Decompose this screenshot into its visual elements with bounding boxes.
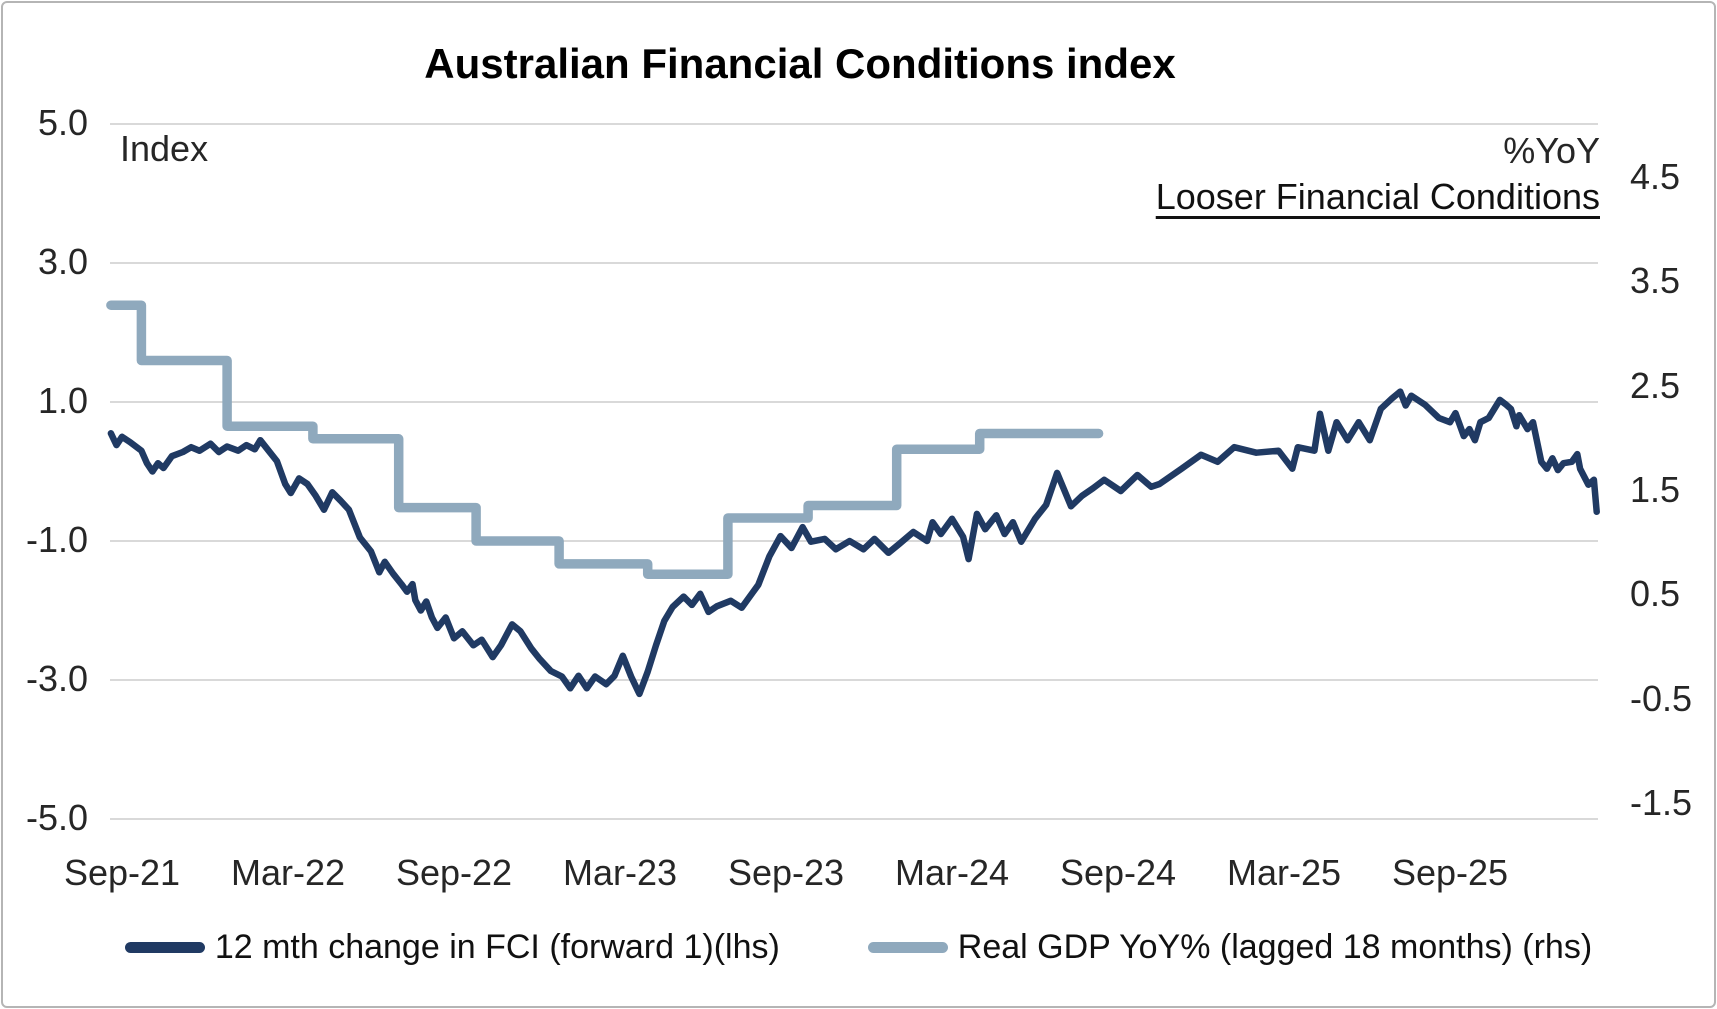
- x-axis-tick: Sep-23: [727, 852, 845, 893]
- y-axis-tick-left: -5.0: [25, 797, 88, 838]
- y-axis-tick-right: 3.5: [1630, 260, 1681, 302]
- fci-line-swatch-icon: [124, 942, 205, 953]
- left-axis-unit-label: Index: [120, 128, 209, 169]
- legend-item-fci: 12 mth change in FCI (forward 1)(lhs): [124, 928, 780, 967]
- y-axis-tick-right: -1.5: [1630, 781, 1693, 823]
- x-axis-tick: Sep-25: [1391, 852, 1509, 893]
- y-axis-tick-right: -0.5: [1630, 677, 1693, 719]
- fci-line: [107, 388, 1600, 698]
- y-axis-tick-right: 0.5: [1630, 573, 1681, 615]
- x-axis-tick: Mar-25: [1226, 852, 1342, 893]
- x-axis-tick: Mar-22: [230, 852, 346, 893]
- y-axis-tick-right: 4.5: [1630, 156, 1681, 197]
- gdp-step-line: [106, 300, 1104, 580]
- looser-conditions-annotation: Looser Financial Conditions: [1155, 176, 1600, 217]
- y-axis-tick-right: 1.5: [1630, 468, 1681, 510]
- x-axis-tick: Sep-24: [1059, 852, 1177, 893]
- y-axis-tick-left: -3.0: [25, 658, 88, 699]
- x-axis-tick: Sep-21: [63, 852, 181, 893]
- legend-label-fci: 12 mth change in FCI (forward 1)(lhs): [214, 928, 780, 966]
- legend-item-gdp: Real GDP YoY% (lagged 18 months) (rhs): [867, 928, 1593, 967]
- x-axis-tick: Mar-23: [562, 852, 678, 893]
- y-axis-tick-right: 2.5: [1630, 364, 1681, 406]
- x-axis-tick: Mar-24: [894, 852, 1010, 893]
- chart-title: Australian Financial Conditions index: [424, 40, 1176, 87]
- chart-legend: 12 mth change in FCI (forward 1)(lhs) Re…: [0, 928, 1717, 967]
- gdp-line-swatch-icon: [867, 942, 948, 953]
- legend-label-gdp: Real GDP YoY% (lagged 18 months) (rhs): [957, 928, 1593, 966]
- y-axis-tick-left: 1.0: [37, 380, 88, 421]
- y-axis-tick-left: 5.0: [37, 102, 88, 143]
- x-axis-tick: Sep-22: [395, 852, 513, 893]
- y-axis-tick-left: 3.0: [37, 241, 88, 282]
- right-axis-unit-label: %YoY: [1503, 130, 1600, 171]
- y-axis-tick-left: -1.0: [25, 519, 88, 560]
